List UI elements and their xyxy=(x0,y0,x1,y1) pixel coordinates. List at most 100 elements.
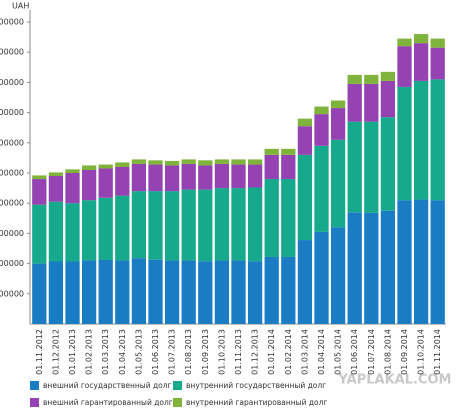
bar-segment xyxy=(281,154,296,180)
x-tick-label: 01.01.2014 xyxy=(267,329,276,375)
bar-segment xyxy=(297,118,313,127)
bar-segment xyxy=(131,159,147,164)
bar-segment xyxy=(281,256,296,324)
legend-label: внешний государственный долг xyxy=(43,381,172,390)
y-tick-label: 100000 xyxy=(0,289,24,298)
y-tick-label: 400000 xyxy=(0,199,24,208)
bar-segment xyxy=(181,159,196,164)
bar-segment xyxy=(115,195,130,261)
bar-segment xyxy=(430,79,445,201)
bar-segment xyxy=(380,80,396,118)
bar-segment xyxy=(32,179,47,205)
bar-segment xyxy=(131,163,147,192)
bar-segment xyxy=(314,231,329,324)
bar-segment xyxy=(430,47,445,80)
bar-segment xyxy=(32,175,47,180)
y-tick-label: 1000000 xyxy=(0,18,24,27)
bar-segment xyxy=(81,165,97,170)
bar-segment xyxy=(148,160,163,165)
bar-segment xyxy=(264,179,279,257)
x-tick-label: 01.09.2013 xyxy=(201,329,210,375)
y-tick-label: 700000 xyxy=(0,108,24,117)
bar-segment xyxy=(264,154,279,180)
x-tick-label: 01.11.2013 xyxy=(234,329,243,375)
bar-segment xyxy=(214,163,230,189)
bar-segment xyxy=(397,46,412,87)
bar-segment xyxy=(413,199,429,324)
bar-segment xyxy=(231,164,246,189)
x-tick-label: 01.01.2013 xyxy=(68,329,77,375)
x-tick-label: 01.06.2014 xyxy=(350,329,359,375)
bar-segment xyxy=(32,204,47,264)
bar-segment xyxy=(297,126,313,155)
bar-segment xyxy=(231,188,246,261)
bar-segment xyxy=(115,166,130,196)
bar-segment xyxy=(98,168,113,198)
bar-segment xyxy=(198,189,213,262)
bar-segment xyxy=(397,38,412,47)
legend-swatch xyxy=(173,381,182,390)
y-tick-label: 600000 xyxy=(0,138,24,147)
x-tick-label: 01.07.2014 xyxy=(367,329,376,375)
bar-segment xyxy=(81,260,97,324)
bar-segment xyxy=(81,200,97,261)
legend-swatch xyxy=(30,381,39,390)
bar-segment xyxy=(364,121,379,213)
x-tick-label: 01.09.2014 xyxy=(400,329,409,375)
x-tick-label: 01.12.2012 xyxy=(51,329,60,375)
bar-segment xyxy=(181,189,196,261)
bar-segment xyxy=(247,159,263,165)
x-tick-label: 01.03.2013 xyxy=(101,329,110,375)
bar-segment xyxy=(330,108,346,140)
bar-segment xyxy=(32,263,47,324)
bar-segment xyxy=(314,114,329,146)
x-tick-label: 01.07.2013 xyxy=(168,329,177,375)
y-tick-label: 900000 xyxy=(0,48,24,57)
bar-segment xyxy=(247,261,263,324)
bar-segment xyxy=(198,261,213,324)
y-tick-label: 300000 xyxy=(0,229,24,238)
bar-segment xyxy=(430,200,445,324)
bar-segment xyxy=(231,260,246,324)
bar-segment xyxy=(314,145,329,232)
bar-segment xyxy=(247,164,263,188)
bar-segment xyxy=(115,260,130,324)
bar-segment xyxy=(347,83,362,122)
bar-segment xyxy=(98,259,113,324)
x-tick-label: 01.11.2012 xyxy=(35,329,44,375)
bar-segment xyxy=(164,165,180,192)
bar-segment xyxy=(164,160,180,166)
bar-segment xyxy=(247,187,263,262)
bar-segment xyxy=(148,191,163,260)
legend-label: внешний гарантированный долг xyxy=(43,398,173,407)
bar-segment xyxy=(281,179,296,257)
bar-segment xyxy=(297,240,313,324)
bar-segment xyxy=(214,159,230,164)
bar-segment xyxy=(330,139,346,228)
bar-segment xyxy=(214,188,230,261)
y-tick-label: 800000 xyxy=(0,78,24,87)
bar-segment xyxy=(181,260,196,324)
bar-segment xyxy=(65,173,80,204)
x-tick-label: 01.03.2014 xyxy=(300,329,309,375)
bar-segment xyxy=(98,164,113,169)
bar-segment xyxy=(314,106,329,115)
x-tick-label: 01.10.2013 xyxy=(217,329,226,375)
bar-segment xyxy=(397,200,412,324)
x-tick-label: 01.04.2013 xyxy=(118,329,127,375)
legend-label: внутренний гарантированный долг xyxy=(186,398,327,407)
bar-segment xyxy=(364,212,379,324)
bar-segment xyxy=(430,38,445,48)
bar-segment xyxy=(98,197,113,260)
bar-segment xyxy=(48,201,64,262)
bar-segment xyxy=(65,203,80,262)
watermark: YAPLAKAL.COM xyxy=(338,373,452,388)
bar-segment xyxy=(148,164,163,192)
bar-segment xyxy=(131,191,147,259)
bar-segment xyxy=(115,162,130,167)
x-tick-label: 01.04.2014 xyxy=(317,329,326,375)
bar-segment xyxy=(347,121,362,213)
bar-segment xyxy=(413,43,429,81)
bar-segment xyxy=(164,260,180,324)
